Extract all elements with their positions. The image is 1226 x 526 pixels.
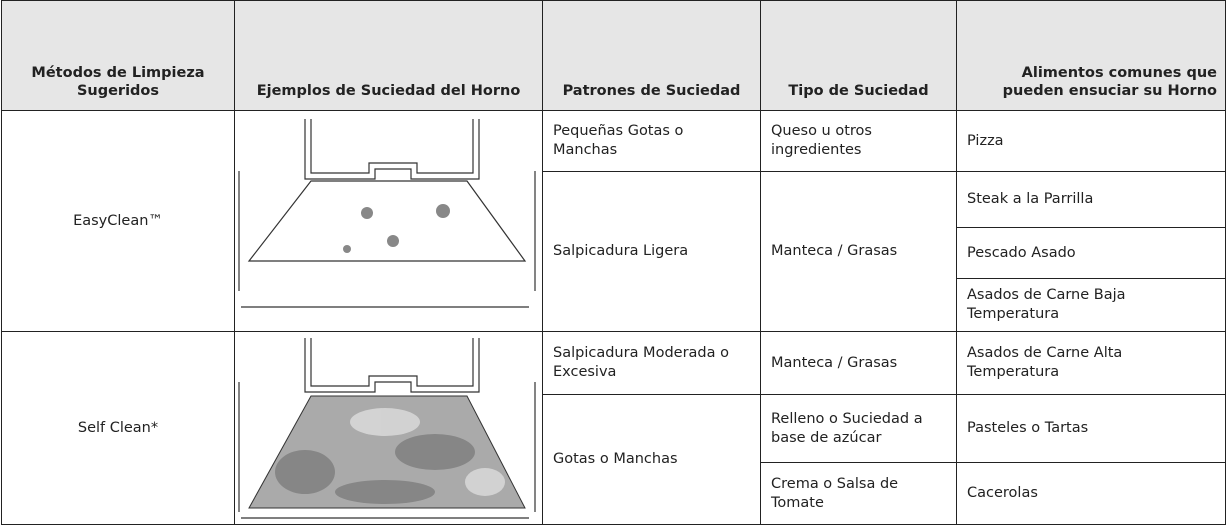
food: Asados de Carne Baja Temperatura	[956, 278, 1226, 332]
method: Self Clean*	[1, 331, 235, 525]
row: Self Clean* Salpicadura Moderada o Exces…	[1, 331, 1226, 525]
pattern: Salpicadura Moderada o Excesiva	[542, 331, 761, 395]
soil-type: Manteca / Grasas	[760, 171, 957, 332]
pattern: Salpicadura Ligera	[542, 171, 761, 332]
oven-light-soil	[238, 119, 536, 308]
header-row: Métodos de Limpieza Sugeridos Ejemplos d…	[1, 0, 1226, 111]
column-header: Tipo de Suciedad	[760, 0, 957, 111]
oven-image	[234, 110, 543, 332]
food: Pizza	[956, 110, 1226, 172]
food: Asados de Carne Alta Temperatura	[956, 331, 1226, 395]
row: Salpicadura Ligera Manteca / Grasas Stea…	[2, 171, 1226, 332]
column-header: Ejemplos de Suciedad del Horno	[234, 0, 543, 111]
soil-type: Manteca / Grasas	[760, 331, 957, 395]
soil-type: Crema o Salsa de Tomate	[760, 462, 957, 525]
oven-image	[234, 331, 543, 525]
row: Gotas o Manchas Relleno o Suciedad a bas…	[2, 394, 1226, 525]
column-header: Alimentos comunes que pueden ensuciar su…	[956, 0, 1226, 111]
row: EasyClean™ Pequeñas Gotas o Manchas Ques…	[1, 110, 1226, 332]
pattern: Pequeñas Gotas o Manchas	[542, 110, 761, 172]
row: Asados de Carne Baja Temperatura	[2, 278, 1226, 332]
food: Pasteles o Tartas	[956, 394, 1226, 463]
row: Crema o Salsa de Tomate Cacerolas	[2, 462, 1226, 525]
row: Pescado Asado	[2, 227, 1226, 279]
method: EasyClean™	[1, 110, 235, 332]
column-header: Métodos de Limpieza Sugeridos	[1, 0, 235, 111]
soil-type: Queso u otros ingredientes	[760, 110, 957, 172]
soil-type: Relleno o Suciedad a base de azúcar	[760, 394, 957, 463]
food: Cacerolas	[956, 462, 1226, 525]
oven-heavy-soil	[238, 338, 536, 519]
food: Pescado Asado	[956, 227, 1226, 279]
food: Steak a la Parrilla	[956, 171, 1226, 228]
column-header: Patrones de Suciedad	[542, 0, 761, 111]
pattern: Gotas o Manchas	[542, 394, 761, 525]
